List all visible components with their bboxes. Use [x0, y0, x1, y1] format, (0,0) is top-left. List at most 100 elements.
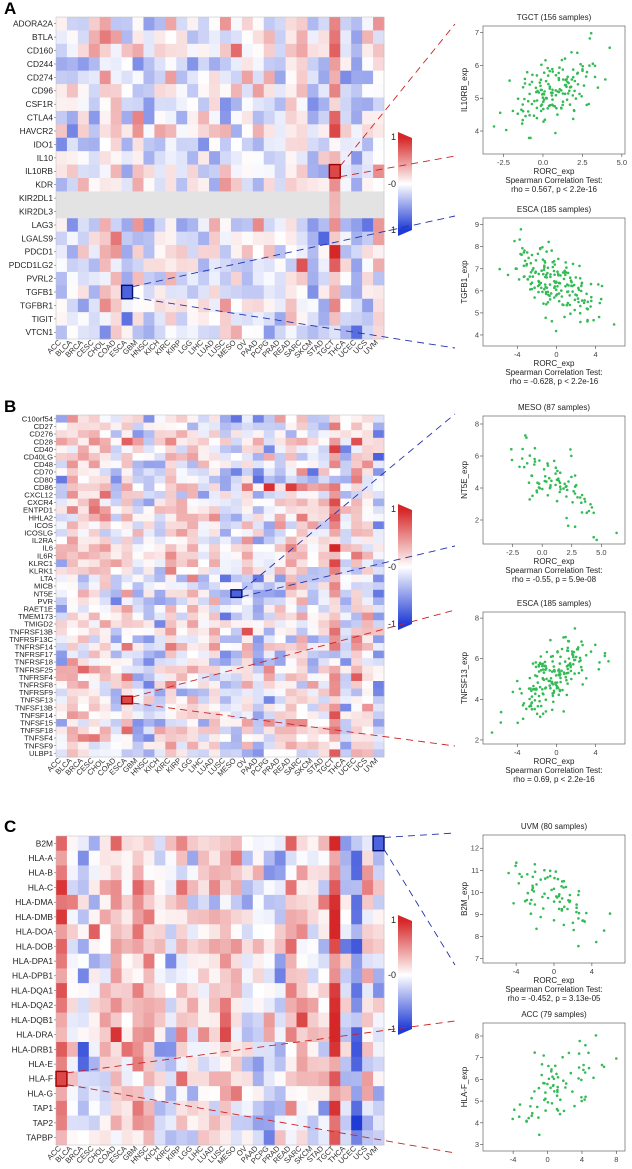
heatmap-cell	[274, 567, 286, 575]
gene-label: TNFRSF13C	[9, 635, 53, 644]
heatmap-cell	[230, 151, 243, 165]
heatmap-cell	[110, 17, 122, 31]
heatmap-cell	[176, 437, 188, 446]
heatmap-cell	[373, 312, 385, 326]
data-point	[565, 85, 568, 88]
heatmap-cell	[274, 1042, 286, 1058]
heatmap-cell	[121, 688, 133, 697]
heatmap-cell	[351, 544, 363, 553]
heatmap-cell	[132, 151, 144, 165]
heatmap-cell	[340, 726, 352, 735]
heatmap-cell	[88, 460, 101, 469]
heatmap-cell	[263, 589, 276, 598]
heatmap-cell	[165, 178, 177, 192]
heatmap-cell	[187, 151, 199, 165]
heatmap-cell	[351, 422, 363, 431]
heatmap-cell	[198, 681, 210, 689]
heatmap-cell	[66, 258, 79, 273]
data-point	[564, 285, 567, 288]
heatmap-cell	[274, 665, 286, 674]
heatmap-cell	[66, 513, 79, 522]
heatmap-cell	[176, 696, 188, 705]
data-point	[531, 268, 534, 272]
heatmap-cell	[176, 574, 188, 583]
heatmap-cell	[274, 635, 286, 644]
heatmap-cell	[274, 703, 286, 712]
data-point	[525, 436, 528, 439]
gene-labels: C10orf54CD27CD276CD28CD40CD40LGCD48CD70C…	[9, 414, 56, 758]
heatmap-cell	[77, 836, 90, 852]
heatmap-cell	[99, 491, 112, 499]
heatmap-cell	[209, 468, 221, 477]
heatmap-cell	[351, 1071, 363, 1087]
data-point	[541, 92, 545, 96]
data-point	[578, 496, 582, 499]
heatmap-cell	[66, 325, 79, 340]
heatmap-cell	[77, 17, 90, 31]
heatmap-cell	[56, 726, 68, 735]
heatmap-cell	[88, 696, 101, 705]
heatmap-cell	[263, 231, 276, 246]
heatmap-cell	[132, 529, 144, 537]
heatmap-cell	[230, 983, 243, 999]
heatmap-cell	[121, 1027, 133, 1043]
heatmap-cell	[220, 627, 232, 636]
heatmap-cell	[176, 70, 188, 85]
heatmap-cell	[209, 582, 221, 591]
heatmap-cell	[340, 551, 352, 560]
data-point	[568, 294, 571, 297]
data-point	[532, 890, 536, 893]
heatmap-cell	[88, 726, 101, 735]
heatmap-cell	[285, 688, 297, 697]
heatmap-cell	[307, 460, 319, 469]
data-point	[529, 687, 532, 690]
heatmap-cell	[110, 703, 122, 712]
heatmap-cell	[88, 468, 101, 477]
heatmap-cell	[121, 475, 133, 484]
heatmap-cell	[318, 453, 330, 461]
heatmap-cell	[154, 218, 166, 233]
heatmap-cell	[165, 483, 177, 492]
heatmap-cell	[220, 536, 232, 545]
heatmap-cell	[154, 453, 166, 461]
heatmap-cell	[132, 1042, 144, 1058]
heatmap-cell	[99, 271, 112, 286]
heatmap-cell	[176, 513, 188, 522]
gene-label: TNFRSF25	[15, 665, 53, 674]
heatmap-cell	[165, 70, 177, 85]
heatmap-cell	[351, 665, 363, 674]
data-point	[573, 89, 576, 93]
heatmap-cell	[362, 620, 374, 629]
heatmap-cell	[241, 1071, 254, 1087]
data-point	[520, 692, 523, 695]
heatmap-cell	[373, 1056, 385, 1072]
heatmap-cell	[77, 1115, 90, 1131]
scatter-frame	[482, 611, 626, 745]
heatmap-cell	[154, 597, 166, 606]
heatmap-cell	[154, 880, 166, 896]
heatmap-cell	[373, 17, 385, 31]
heatmap-cell	[88, 1100, 101, 1116]
data-point	[571, 68, 575, 71]
data-point	[531, 275, 535, 278]
heatmap-cell	[362, 983, 374, 999]
heatmap-cell	[132, 612, 144, 621]
heatmap-cell	[56, 681, 68, 689]
heatmap-cell	[296, 1012, 308, 1028]
heatmap-cell	[99, 498, 112, 507]
heatmap-cell	[77, 939, 90, 955]
heatmap-cell	[176, 483, 188, 492]
heatmap-cell	[220, 880, 232, 896]
heatmap-cell	[220, 513, 232, 522]
heatmap-cell	[77, 84, 90, 98]
heatmap-cell	[373, 719, 385, 727]
heatmap-cell	[165, 57, 177, 72]
heatmap-cell	[318, 124, 330, 139]
heatmap-cell	[56, 521, 68, 530]
heatmap-cell	[88, 574, 101, 583]
heatmap-cell	[110, 475, 122, 484]
heatmap-cell	[56, 850, 68, 866]
heatmap-cell	[340, 574, 352, 583]
heatmap-cell	[209, 688, 221, 697]
heatmap-cell	[88, 850, 101, 866]
